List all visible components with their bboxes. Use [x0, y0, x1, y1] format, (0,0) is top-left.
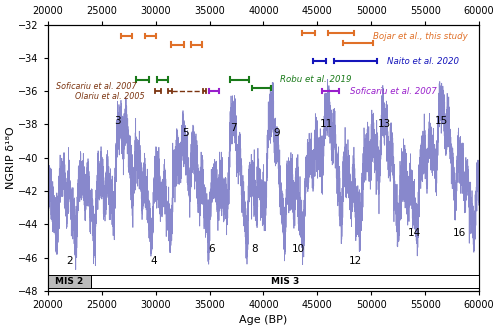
- Text: Olariu et al. 2005: Olariu et al. 2005: [75, 92, 144, 102]
- Text: MIS 3: MIS 3: [271, 277, 299, 286]
- Text: 13: 13: [378, 119, 391, 129]
- Text: 12: 12: [348, 256, 362, 266]
- Text: MIS 2: MIS 2: [56, 277, 84, 286]
- Text: 7: 7: [230, 123, 236, 133]
- Text: 6: 6: [208, 244, 215, 254]
- Text: Soficariu et al. 2007: Soficariu et al. 2007: [56, 82, 137, 91]
- Text: 3: 3: [114, 116, 121, 126]
- Text: Naito et al. 2020: Naito et al. 2020: [388, 57, 460, 66]
- Text: 9: 9: [273, 128, 280, 138]
- Text: 11: 11: [320, 119, 332, 129]
- Text: 4: 4: [150, 256, 157, 266]
- Text: 2: 2: [66, 256, 72, 266]
- Text: Soficariu et al. 2007: Soficariu et al. 2007: [350, 87, 436, 96]
- Text: 10: 10: [292, 244, 304, 254]
- Text: 5: 5: [182, 128, 189, 138]
- Text: 8: 8: [252, 244, 258, 254]
- Text: Bojar et al., this study: Bojar et al., this study: [374, 32, 468, 41]
- Text: 15: 15: [435, 116, 448, 126]
- Text: Robu et al. 2019: Robu et al. 2019: [280, 75, 351, 84]
- Bar: [48, 275, 91, 288]
- Y-axis label: NGRIP δ¹⁸O: NGRIP δ¹⁸O: [6, 126, 16, 189]
- Bar: [48, 275, 479, 288]
- Text: 16: 16: [453, 228, 466, 238]
- Text: 14: 14: [408, 228, 421, 238]
- X-axis label: Age (BP): Age (BP): [240, 315, 288, 325]
